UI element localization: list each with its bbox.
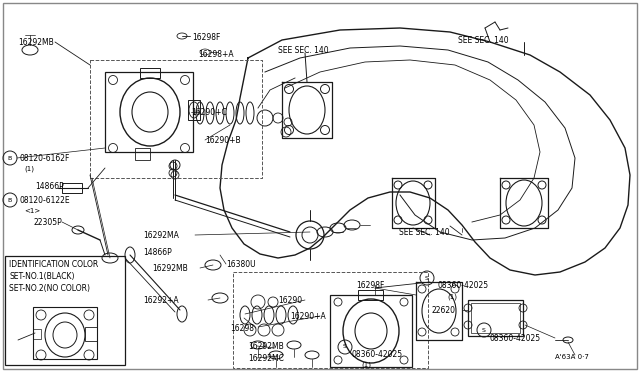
- Bar: [33, 307, 97, 359]
- Bar: [5, 256, 125, 365]
- Text: 16292MB: 16292MB: [248, 342, 284, 351]
- Text: S: S: [425, 276, 429, 280]
- Text: B: B: [8, 155, 12, 160]
- Text: (1): (1): [24, 165, 34, 171]
- Text: SEE SEC. 140: SEE SEC. 140: [458, 36, 509, 45]
- Text: 16298F: 16298F: [192, 33, 220, 42]
- Bar: [62, 183, 82, 193]
- Text: SEE SEC. 140: SEE SEC. 140: [399, 228, 450, 237]
- Text: (1): (1): [361, 361, 371, 368]
- Text: IDENTIFICATION COLOR: IDENTIFICATION COLOR: [9, 260, 99, 269]
- Text: S: S: [343, 344, 347, 350]
- Bar: [135, 148, 150, 160]
- Bar: [330, 295, 412, 367]
- Text: 14866P: 14866P: [143, 248, 172, 257]
- Text: 22620: 22620: [432, 306, 456, 315]
- Text: 16298F: 16298F: [356, 281, 385, 290]
- Text: 16292MB: 16292MB: [152, 264, 188, 273]
- Bar: [358, 290, 383, 300]
- Text: 16292MA: 16292MA: [143, 231, 179, 240]
- Text: 08120-6162F: 08120-6162F: [19, 154, 69, 163]
- Text: S: S: [482, 327, 486, 333]
- Text: 16292MC: 16292MC: [248, 354, 284, 363]
- Text: 22305P: 22305P: [33, 218, 61, 227]
- Bar: [105, 72, 193, 152]
- Bar: [85, 327, 97, 341]
- Text: B: B: [8, 198, 12, 202]
- Text: 16298+A: 16298+A: [198, 50, 234, 59]
- Text: 16298: 16298: [230, 324, 254, 333]
- Text: 16292MB: 16292MB: [18, 38, 54, 47]
- Text: A'63A 0·7: A'63A 0·7: [555, 354, 589, 360]
- Text: (1): (1): [447, 293, 457, 299]
- Text: 16290+C: 16290+C: [191, 108, 227, 117]
- Text: 08120-6122E: 08120-6122E: [19, 196, 70, 205]
- Text: SET-NO.2(NO COLOR): SET-NO.2(NO COLOR): [9, 284, 90, 293]
- Text: 16290: 16290: [278, 296, 302, 305]
- Bar: [140, 68, 160, 78]
- Bar: [33, 329, 41, 339]
- Bar: [188, 100, 200, 120]
- Text: SEE SEC. 140: SEE SEC. 140: [278, 46, 328, 55]
- Text: 16290+B: 16290+B: [205, 136, 241, 145]
- Text: 08360-42025: 08360-42025: [490, 334, 541, 343]
- Text: 14866P: 14866P: [35, 182, 64, 191]
- Text: <1>: <1>: [24, 208, 40, 214]
- Text: 08360-42025: 08360-42025: [351, 350, 402, 359]
- Text: 16380U: 16380U: [226, 260, 255, 269]
- Bar: [468, 300, 523, 336]
- Text: 16290+A: 16290+A: [290, 312, 326, 321]
- Text: SET-NO.1(BLACK): SET-NO.1(BLACK): [9, 272, 74, 281]
- Bar: [471, 303, 520, 333]
- Text: 08360-42025: 08360-42025: [437, 281, 488, 290]
- Text: 16292+A: 16292+A: [143, 296, 179, 305]
